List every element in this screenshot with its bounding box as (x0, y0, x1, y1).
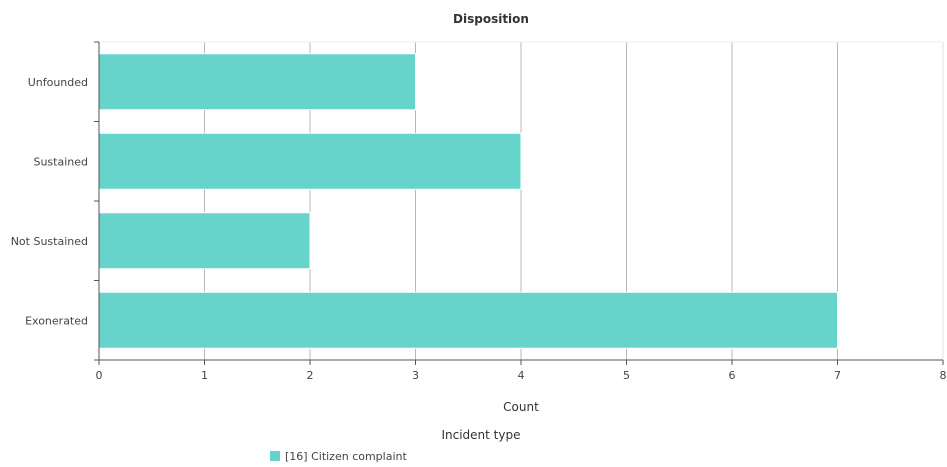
y-tick-label-sustained: Sustained (33, 155, 88, 168)
bar-exonerated[interactable] (98, 291, 838, 349)
y-tick-label-unfounded: Unfounded (28, 76, 88, 89)
x-tick-label-2: 2 (307, 369, 314, 382)
legend-title: Incident type (441, 428, 520, 442)
x-tick-label-1: 1 (201, 369, 208, 382)
axes (94, 41, 944, 365)
bar-not-sustained[interactable] (98, 212, 311, 270)
x-axis-tick-labels: 0 1 2 3 4 5 6 7 8 (96, 369, 947, 382)
legend-swatch (270, 451, 280, 461)
x-axis-title: Count (503, 400, 539, 414)
y-tick-label-not-sustained: Not Sustained (11, 235, 88, 248)
legend[interactable]: [16] Citizen complaint (270, 450, 407, 463)
x-tick-label-3: 3 (412, 369, 419, 382)
y-tick-label-exonerated: Exonerated (25, 314, 88, 327)
x-tick-label-7: 7 (834, 369, 841, 382)
bar-unfounded[interactable] (98, 53, 416, 111)
x-tick-label-8: 8 (940, 369, 947, 382)
bar-series[interactable] (98, 53, 838, 349)
x-tick-label-6: 6 (729, 369, 736, 382)
legend-item-label: [16] Citizen complaint (285, 450, 407, 463)
x-tick-label-4: 4 (518, 369, 525, 382)
y-axis-tick-labels: Unfounded Sustained Not Sustained Exonerate… (11, 76, 88, 328)
chart-title: Disposition (453, 12, 529, 26)
bar-sustained[interactable] (98, 132, 522, 190)
x-tick-label-0: 0 (96, 369, 103, 382)
x-tick-label-5: 5 (623, 369, 630, 382)
